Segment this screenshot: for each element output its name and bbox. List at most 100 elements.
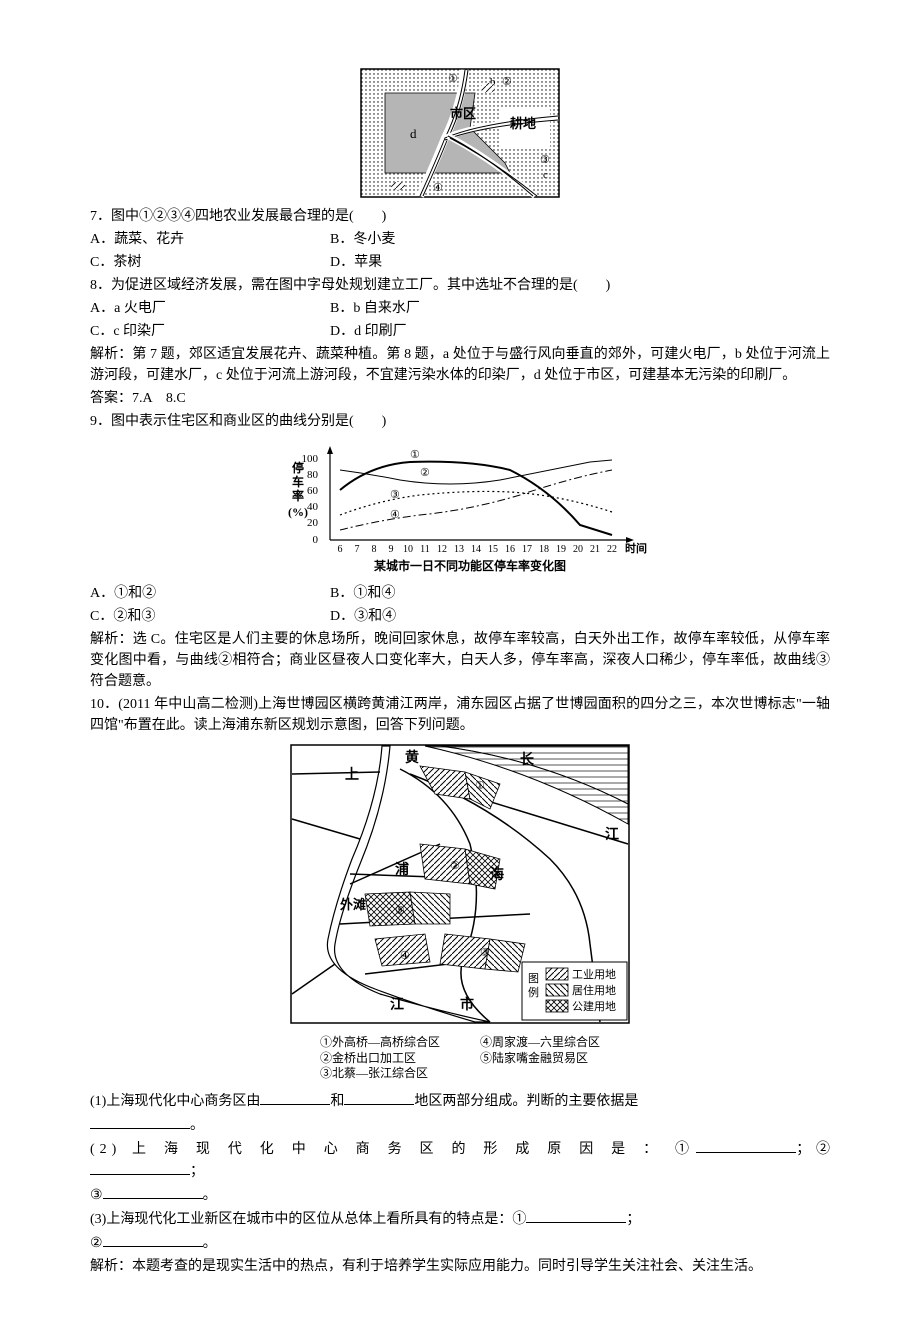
q8-answer: 答案：7.A 8.C [90,388,830,409]
q9-chart: 0 20 40 60 80 100 停 车 率 (%) 6 7 8 9 10 1… [90,440,830,575]
svg-text:公建用地: 公建用地 [572,999,616,1013]
svg-text:长: 长 [520,751,535,768]
q9-option-d: D．③和④ [330,606,830,627]
q8-options-row2: C．c 印染厂 D．d 印刷厂 [90,321,830,342]
svg-text:0: 0 [313,534,319,546]
blank [90,1114,190,1129]
svg-text:江: 江 [605,826,619,843]
q9-option-c: C．②和③ [90,606,330,627]
svg-text:6: 6 [338,544,343,555]
blank [526,1208,626,1223]
svg-text:④: ④ [400,950,410,962]
label-n2: ② [502,76,512,88]
q7-option-a: A．蔬菜、花卉 [90,229,330,250]
svg-text:20: 20 [307,517,319,529]
q10-map-captions: ①外高桥—高桥综合区 ②金桥出口加工区 ③北蔡—张江综合区 ④周家渡—六里综合区… [290,1035,630,1082]
svg-text:13: 13 [454,544,464,555]
q10-stem: 10．(2011 年中山高二检测)上海世博园区横跨黄浦江两岸，浦东园区占据了世博… [90,694,830,736]
q10-map: 黄 长 江 上 浦 海 外滩 江 市 ① ② ③ ④ ⑤ 图 例 工业用地 居住… [90,744,830,1082]
q8-option-a: A．a 火电厂 [90,298,330,319]
svg-text:14: 14 [471,544,481,555]
q9-option-b: B．①和④ [330,583,830,604]
q7-options-row1: A．蔬菜、花卉 B．冬小麦 [90,229,830,250]
blank [344,1090,414,1105]
q8-option-c: C．c 印染厂 [90,321,330,342]
city-map-svg: ① b ② ③ c ④ a d 市区 耕地 [360,68,560,198]
svg-text:17: 17 [522,544,532,555]
q10-sub2-line2: ③。 [90,1184,830,1206]
svg-text:时间: 时间 [625,541,647,555]
svg-text:③: ③ [390,489,400,501]
svg-text:黄: 黄 [405,749,419,766]
q10-sub3: (3)上海现代化工业新区在城市中的区位从总体上看所具有的特点是：①； [90,1208,830,1230]
q10-sub1: (1)上海现代化中心商务区由和地区两部分组成。判断的主要依据是 [90,1090,830,1112]
q10-analysis: 解析：本题考查的是现实生活中的热点，有利于培养学生实际应用能力。同时引导学生关注… [90,1256,830,1277]
q8-option-d: D．d 印刷厂 [330,321,830,342]
q8-options-row1: A．a 火电厂 B．b 自来水厂 [90,298,830,319]
label-farmland: 耕地 [510,116,536,131]
svg-text:①: ① [475,780,485,792]
svg-text:上: 上 [345,767,359,783]
blank [696,1138,796,1153]
svg-text:19: 19 [556,544,566,555]
q9-analysis: 解析：选 C。住宅区是人们主要的休息场所，晚间回家休息，故停车率较高，白天外出工… [90,629,830,692]
svg-text:(%): (%) [288,505,308,519]
svg-text:100: 100 [302,453,319,465]
svg-text:车: 车 [292,474,304,489]
label-n4: ④ [433,182,443,194]
q10-sub2: (2) 上 海 现 代 化 中 心 商 务 区 的 形 成 原 因 是 ： ①；… [90,1138,830,1182]
q7-option-b: B．冬小麦 [330,229,830,250]
q10-sub3-line2: ②。 [90,1232,830,1254]
svg-text:停: 停 [292,460,304,475]
svg-text:11: 11 [420,544,430,555]
label-n1: ① [448,73,458,85]
blank [103,1184,203,1199]
svg-text:16: 16 [505,544,515,555]
q7-options-row2: C．茶树 D．苹果 [90,252,830,273]
svg-text:外滩: 外滩 [339,897,366,912]
q7-option-c: C．茶树 [90,252,330,273]
svg-text:80: 80 [307,469,319,481]
svg-text:某城市一日不同功能区停车率变化图: 某城市一日不同功能区停车率变化图 [374,558,566,573]
label-city: 市区 [450,106,476,121]
svg-text:22: 22 [607,544,617,555]
svg-text:市: 市 [460,996,474,1013]
parking-rate-chart-svg: 0 20 40 60 80 100 停 车 率 (%) 6 7 8 9 10 1… [270,440,650,575]
svg-text:21: 21 [590,544,600,555]
q10-sub1-line2: 。 [90,1114,830,1136]
svg-text:15: 15 [488,544,498,555]
q7-stem: 7．图中①②③④四地农业发展最合理的是( ) [90,206,830,227]
svg-text:③: ③ [480,947,490,959]
svg-text:率: 率 [292,488,304,503]
q9-options-row1: A．①和② B．①和④ [90,583,830,604]
svg-text:20: 20 [573,544,583,555]
q7-figure: ① b ② ③ c ④ a d 市区 耕地 [90,68,830,198]
svg-text:12: 12 [437,544,447,555]
label-n3: ③ [540,154,550,166]
q7-option-d: D．苹果 [330,252,830,273]
svg-text:8: 8 [372,544,377,555]
blank [103,1232,203,1247]
svg-text:40: 40 [307,501,319,513]
svg-text:④: ④ [390,509,400,521]
q8-analysis: 解析：第 7 题，郊区适宜发展花卉、蔬菜种植。第 8 题，a 处位于与盛行风向垂… [90,344,830,386]
svg-text:浦: 浦 [395,861,409,878]
blank [260,1090,330,1105]
svg-text:7: 7 [355,544,360,555]
svg-text:18: 18 [539,544,549,555]
q9-stem: 9．图中表示住宅区和商业区的曲线分别是( ) [90,411,830,432]
svg-text:工业用地: 工业用地 [572,968,616,981]
svg-text:图: 图 [528,972,539,985]
svg-text:②: ② [420,467,430,479]
q9-options-row2: C．②和③ D．③和④ [90,606,830,627]
label-c: c [543,169,548,181]
svg-text:②: ② [450,860,460,872]
svg-text:10: 10 [403,544,413,555]
svg-text:居住用地: 居住用地 [572,983,616,997]
q8-stem: 8．为促进区域经济发展，需在图中字母处规划建立工厂。其中选址不合理的是( ) [90,275,830,296]
label-d: d [410,126,417,141]
svg-text:9: 9 [389,544,394,555]
svg-text:例: 例 [528,985,539,999]
svg-text:江: 江 [390,996,404,1013]
q8-option-b: B．b 自来水厂 [330,298,830,319]
